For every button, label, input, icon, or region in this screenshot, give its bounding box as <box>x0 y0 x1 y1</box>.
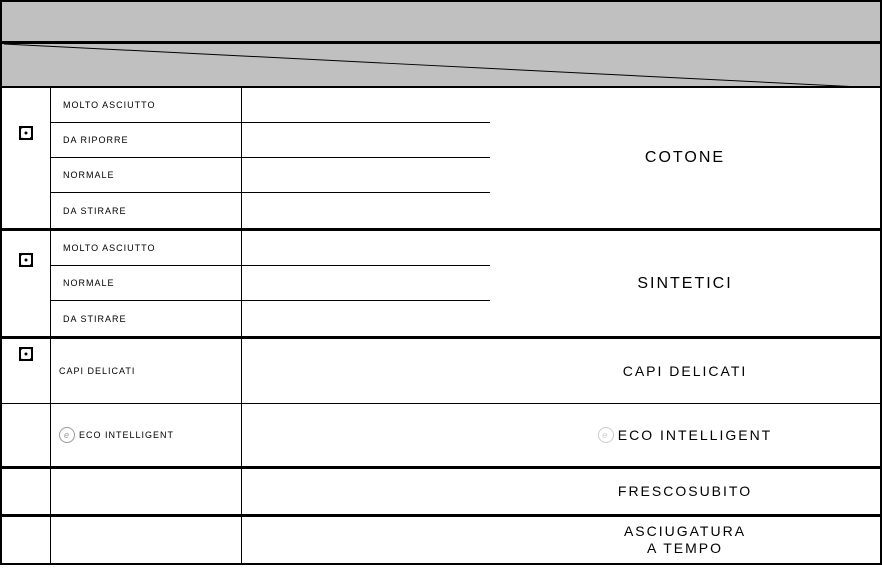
option-cell: DA STIRARE <box>51 193 242 228</box>
mid-cell <box>242 88 490 123</box>
label-text: ECO INTELLIGENT <box>618 427 772 443</box>
left-empty <box>50 517 242 563</box>
mid-cell <box>242 266 490 301</box>
icon-col <box>2 404 50 466</box>
dial-icon <box>19 253 33 267</box>
option-cell: DA RIPORRE <box>51 123 242 158</box>
mid-cell <box>242 123 490 158</box>
eco-icon: e <box>598 427 614 443</box>
label-line1: FRESCOSUBITO <box>618 483 752 500</box>
label-text: CAPI DELICATI <box>59 366 135 376</box>
mid-empty <box>242 404 490 466</box>
section-cotone: MOLTO ASCIUTTO DA RIPORRE NORMALE DA STI… <box>2 88 880 231</box>
options-col: MOLTO ASCIUTTO NORMALE DA STIRARE <box>50 231 242 336</box>
label-text: CAPI DELICATI <box>623 363 748 379</box>
category-label: CAPI DELICATI <box>490 339 880 403</box>
icon-col <box>2 517 50 563</box>
row-asciugatura: ASCIUGATURA A TEMPO <box>2 517 880 565</box>
mid-empty <box>242 517 490 563</box>
category-label: SINTETICI <box>490 231 880 336</box>
icon-col <box>2 339 50 403</box>
options-col: MOLTO ASCIUTTO DA RIPORRE NORMALE DA STI… <box>50 88 242 228</box>
dial-icon <box>19 347 33 361</box>
mid-empty <box>242 469 490 514</box>
mid-col <box>242 231 490 336</box>
option-cell: MOLTO ASCIUTTO <box>51 231 242 266</box>
row-eco-intelligent: e ECO INTELLIGENT e ECO INTELLIGENT <box>2 404 880 469</box>
header-band-1 <box>2 2 880 44</box>
category-label: e ECO INTELLIGENT <box>490 404 880 466</box>
option-cell: MOLTO ASCIUTTO <box>51 88 242 123</box>
row-frescosubito: FRESCOSUBITO <box>2 469 880 517</box>
mid-cell <box>242 158 490 193</box>
section-sintetici: MOLTO ASCIUTTO NORMALE DA STIRARE SINTET… <box>2 231 880 339</box>
mid-empty <box>242 339 490 403</box>
icon-col <box>2 88 50 228</box>
mid-cell <box>242 193 490 228</box>
category-label: COTONE <box>490 88 880 228</box>
category-label: FRESCOSUBITO <box>490 469 880 514</box>
header-band-2 <box>2 44 880 88</box>
mid-col <box>242 88 490 228</box>
diagonal-line <box>2 44 880 88</box>
category-label: ASCIUGATURA A TEMPO <box>490 517 880 563</box>
icon-col <box>2 469 50 514</box>
icon-col <box>2 231 50 336</box>
label-line1: ASCIUGATURA <box>624 523 746 540</box>
program-table: MOLTO ASCIUTTO DA RIPORRE NORMALE DA STI… <box>0 0 882 565</box>
option-cell: DA STIRARE <box>51 301 242 336</box>
dial-icon <box>19 126 33 140</box>
mid-cell <box>242 231 490 266</box>
left-empty <box>50 469 242 514</box>
label-text: ECO INTELLIGENT <box>79 430 174 440</box>
mid-cell <box>242 301 490 336</box>
left-label: CAPI DELICATI <box>50 339 242 403</box>
option-cell: NORMALE <box>51 266 242 301</box>
left-label: e ECO INTELLIGENT <box>50 404 242 466</box>
label-line2: A TEMPO <box>647 540 723 557</box>
option-cell: NORMALE <box>51 158 242 193</box>
row-capi-delicati: CAPI DELICATI CAPI DELICATI <box>2 339 880 404</box>
eco-icon: e <box>59 427 75 443</box>
